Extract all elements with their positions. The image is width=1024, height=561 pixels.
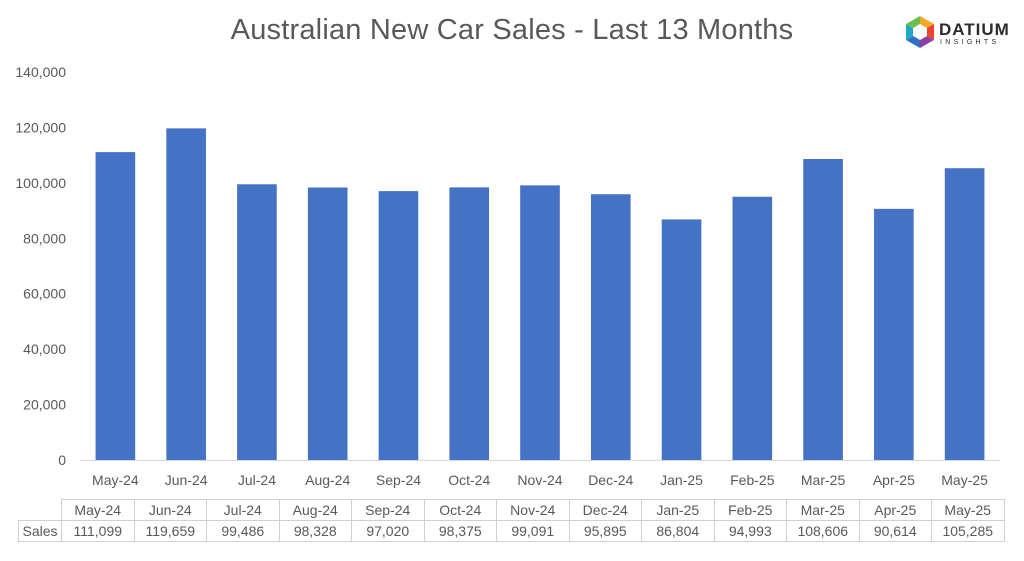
y-tick-label: 60,000	[23, 286, 66, 302]
y-tick-label: 140,000	[15, 64, 66, 80]
table-corner-cell	[18, 499, 62, 521]
bar-aug-24	[307, 187, 348, 460]
x-tick-label: Dec-24	[588, 472, 633, 488]
x-tick-label: Jun-24	[165, 472, 208, 488]
x-tick-label: Apr-25	[873, 472, 915, 488]
y-tick-label: 120,000	[15, 119, 66, 135]
table-value-cell: 111,099	[61, 520, 135, 542]
bar-jan-25	[661, 219, 702, 460]
x-tick-label: Feb-25	[730, 472, 775, 488]
table-header-cell: Mar-25	[786, 499, 860, 521]
x-tick-label: Jan-25	[660, 472, 703, 488]
table-value-cell: 108,606	[786, 520, 860, 542]
table-header-cell: Jun-24	[133, 499, 207, 521]
table-header-cell: Apr-25	[858, 499, 932, 521]
bar-may-25	[944, 168, 985, 460]
x-tick-label: Nov-24	[517, 472, 562, 488]
table-header-cell: Dec-24	[568, 499, 642, 521]
x-tick-label: Aug-24	[305, 472, 350, 488]
bar-jun-24	[166, 128, 206, 460]
data-table: May-24 Jun-24 Jul-24 Aug-24 Sep-24 Oct-24 Nov-…	[18, 499, 1005, 542]
x-tick-label: May-25	[941, 472, 988, 488]
table-value-cell: 98,328	[278, 520, 352, 542]
table-value-cell: 94,993	[713, 520, 787, 542]
y-tick-label: 40,000	[23, 341, 66, 357]
y-tick-label: 100,000	[15, 175, 66, 191]
table-header-cell: Sep-24	[351, 499, 425, 521]
x-tick-label: Oct-24	[448, 472, 490, 488]
y-tick-label: 80,000	[23, 230, 66, 246]
table-header-cell: Feb-25	[713, 499, 787, 521]
logo-wordmark: DATIUM	[939, 20, 1010, 39]
bar-jul-24	[237, 184, 277, 460]
table-value-cell: 97,020	[351, 520, 425, 542]
table-value-cell: 105,285	[931, 520, 1005, 542]
table-header-cell: Oct-24	[423, 499, 497, 521]
table-header-cell: Nov-24	[496, 499, 570, 521]
datium-insights-logo: DATIUM INSIGHTS	[903, 14, 1018, 54]
table-value-cell: 90,614	[858, 520, 932, 542]
y-tick-label: 0	[58, 452, 66, 468]
bar-mar-25	[803, 159, 843, 460]
table-sales-row: Sales 111,099 119,659 99,486 98,328 97,020 98…	[18, 520, 1005, 542]
bar-may-24	[95, 152, 136, 461]
x-tick-label: Jul-24	[238, 472, 276, 488]
x-tick-label: Mar-25	[801, 472, 846, 488]
y-tick-label: 20,000	[23, 397, 66, 413]
chart-title: Australian New Car Sales - Last 13 Month…	[230, 14, 794, 46]
table-header-row: May-24 Jun-24 Jul-24 Aug-24 Sep-24 Oct-24 Nov-…	[18, 499, 1005, 521]
table-value-cell: 98,375	[423, 520, 497, 542]
table-header-cell: May-24	[61, 499, 135, 521]
table-value-cell: 86,804	[641, 520, 715, 542]
bar-apr-25	[874, 208, 914, 460]
logo-subtitle: INSIGHTS	[940, 39, 1000, 46]
table-value-cell: 119,659	[133, 520, 207, 542]
bar-dec-24	[590, 194, 631, 460]
x-tick-label: May-24	[92, 472, 139, 488]
table-value-cell: 95,895	[568, 520, 642, 542]
bar-feb-25	[732, 196, 773, 460]
table-header-cell: Jan-25	[641, 499, 715, 521]
x-tick-label: Sep-24	[376, 472, 421, 488]
table-header-cell: May-25	[931, 499, 1005, 521]
bar-oct-24	[449, 187, 490, 460]
bar-chart: 0 20,000 40,000 60,000 80,000 100,000 120,000 1…	[15, 64, 1000, 488]
table-header-cell: Aug-24	[278, 499, 352, 521]
bar-sep-24	[378, 191, 419, 460]
table-value-cell: 99,091	[496, 520, 570, 542]
datium-logo-icon	[906, 16, 934, 48]
table-series-name: Sales	[18, 520, 62, 542]
table-header-cell: Jul-24	[206, 499, 280, 521]
table-value-cell: 99,486	[206, 520, 280, 542]
bar-nov-24	[520, 185, 560, 460]
